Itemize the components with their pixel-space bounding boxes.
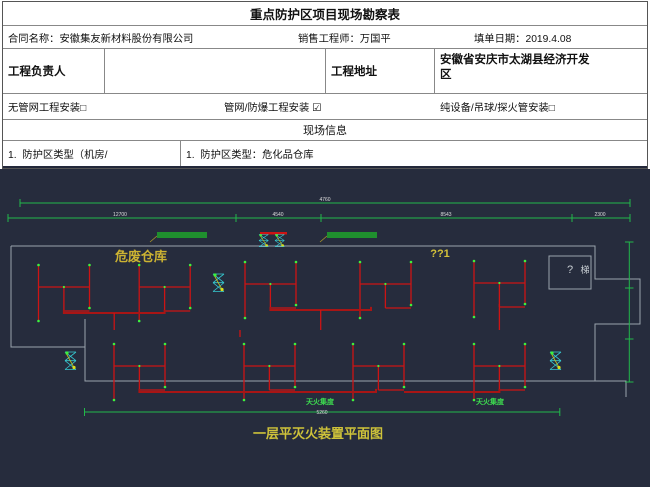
svg-text:危废仓库: 危废仓库 [115,249,167,264]
svg-text:一层平灭火装置平面图: 一层平灭火装置平面图 [253,426,383,441]
svg-text:梯: 梯 [580,264,589,275]
svg-text:天火集度: 天火集度 [476,397,505,406]
svg-text:5260: 5260 [316,410,327,416]
svg-text:4760: 4760 [319,197,330,203]
svg-text:8543: 8543 [440,212,451,218]
svg-text:??1: ??1 [430,248,450,260]
svg-text:2300: 2300 [594,212,605,218]
svg-text:天火集度: 天火集度 [306,397,335,406]
svg-text:?: ? [567,264,573,276]
svg-text:12700: 12700 [113,212,127,218]
svg-text:4540: 4540 [272,212,283,218]
